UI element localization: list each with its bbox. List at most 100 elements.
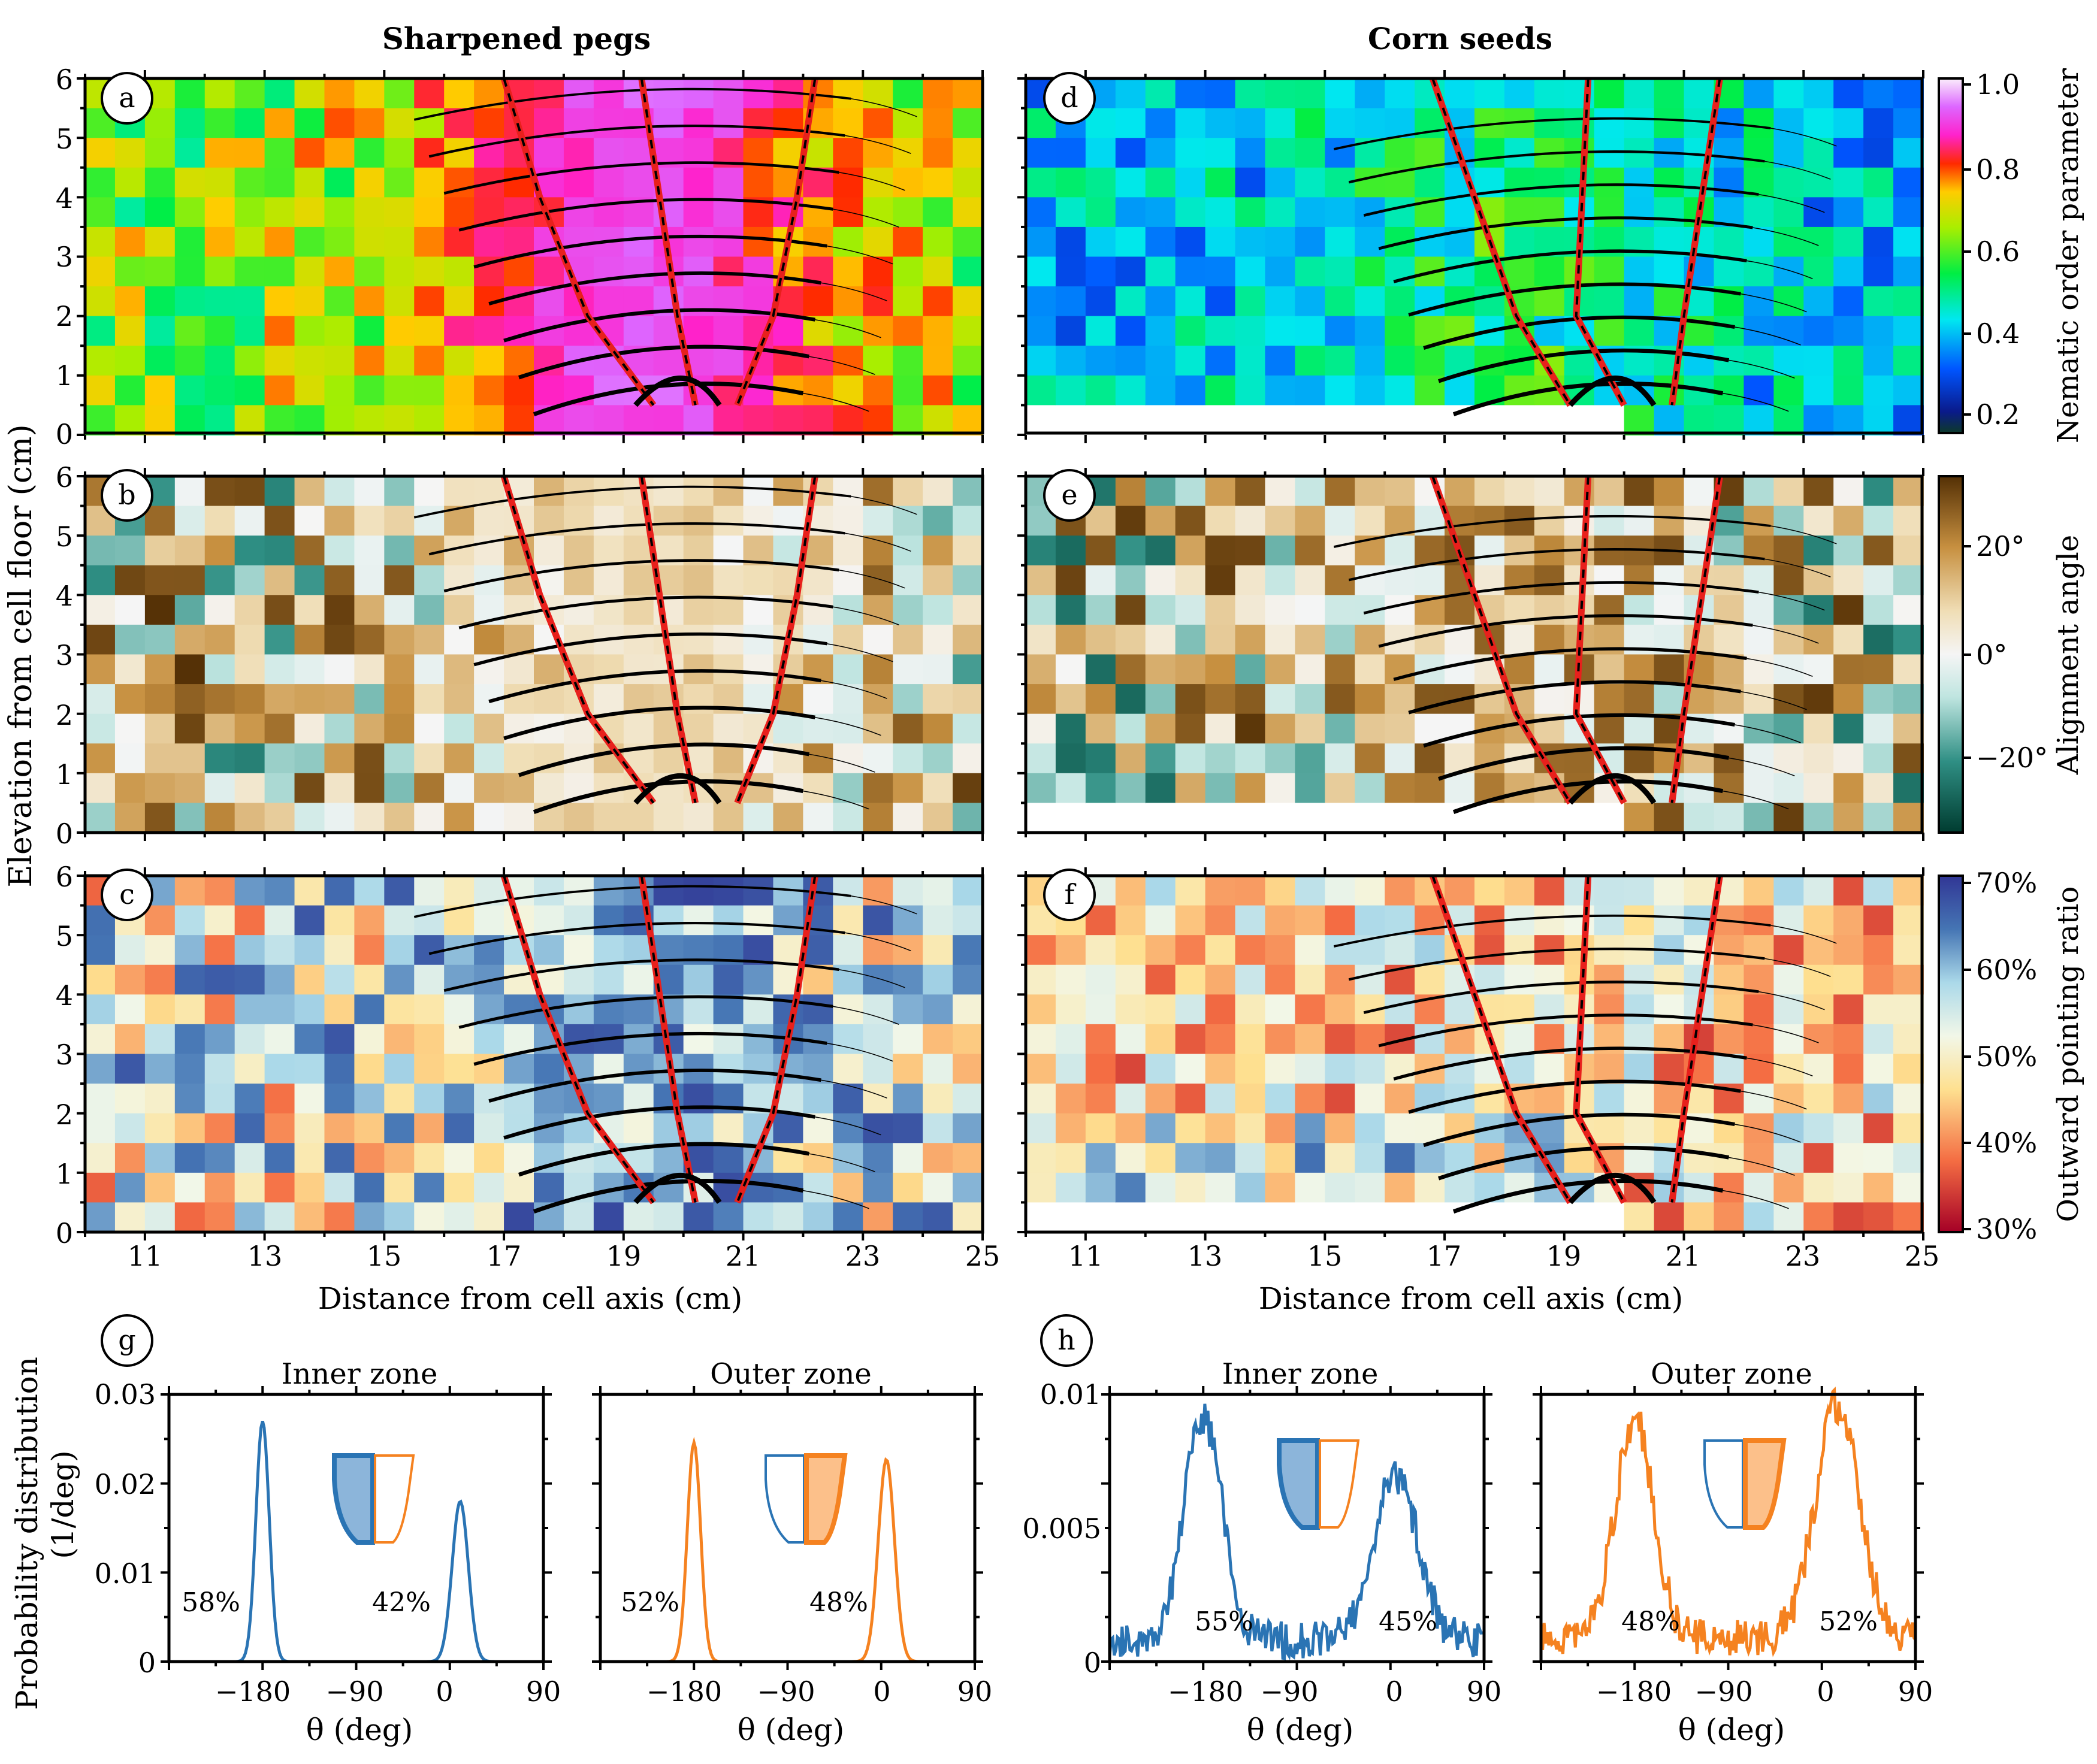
spreading-arc-tail <box>839 172 905 191</box>
heat-cell <box>1773 375 1805 406</box>
heat-cell <box>1594 994 1625 1025</box>
heat-cell <box>504 713 534 745</box>
heat-cell <box>803 1113 834 1144</box>
trajectory-dash <box>1431 875 1572 1203</box>
heat-cell <box>294 803 325 833</box>
heat-cell <box>1893 876 1924 906</box>
x-tick-label: −180 <box>1168 1675 1243 1708</box>
heat-cell <box>863 1024 894 1055</box>
heat-cell <box>294 375 325 406</box>
heat-cell <box>414 624 445 655</box>
heat-cell <box>833 346 864 376</box>
heat-cell <box>1325 476 1356 507</box>
heat-cell <box>1385 316 1416 347</box>
heat-cell <box>85 994 116 1025</box>
heat-cell <box>1504 535 1535 566</box>
heat-cell <box>324 405 355 435</box>
heat-cell-empty <box>1115 803 1146 833</box>
heat-cell <box>114 1054 146 1085</box>
heat-cell <box>294 1054 325 1085</box>
heat-cell <box>803 743 834 774</box>
heat-cell <box>923 226 954 258</box>
heat-cell <box>85 256 116 288</box>
heat-cell <box>653 876 684 906</box>
heat-cell <box>953 138 983 168</box>
heat-cell <box>1863 78 1894 109</box>
heat-cell <box>1295 1143 1326 1173</box>
heat-cell <box>1265 476 1296 507</box>
heat-cell <box>1504 226 1535 258</box>
heat-cell <box>1235 108 1266 139</box>
heat-cell <box>174 1172 206 1203</box>
heat-cell <box>1085 743 1116 774</box>
heatmap-ticks <box>77 70 1924 1240</box>
heat-cell <box>204 773 235 804</box>
heat-cell <box>474 316 505 347</box>
heat-cell <box>1534 476 1565 507</box>
heat-cell <box>743 405 774 435</box>
heat-cell <box>1355 476 1386 507</box>
heat-cell <box>953 743 983 774</box>
heat-cell <box>1893 803 1924 833</box>
heat-cell <box>863 197 894 228</box>
heat-cell <box>1833 108 1865 139</box>
heat-cell <box>1714 1202 1745 1233</box>
spreading-arc <box>533 1178 804 1214</box>
heat-cell <box>863 405 894 435</box>
heat-cell <box>593 1084 624 1114</box>
heat-cell <box>683 167 714 198</box>
heat-cell <box>1175 654 1206 685</box>
spreading-arc-tail <box>1758 193 1825 213</box>
heat-cell <box>234 935 265 966</box>
heat-cell <box>85 743 116 774</box>
heat-cell <box>204 964 235 996</box>
heat-cell <box>713 405 744 435</box>
heat-cell <box>773 138 804 168</box>
heat-cell <box>474 1172 505 1203</box>
colorbar-tick: 70% <box>1976 867 2037 899</box>
heat-cell <box>174 964 206 996</box>
heat-cell <box>1863 506 1894 537</box>
heat-cell <box>1624 1202 1655 1233</box>
colorbar-tick: 0.4 <box>1976 317 2020 350</box>
heat-cell <box>1833 405 1865 435</box>
heat-cell <box>1863 1054 1894 1085</box>
dist-g-outer: Outer zone 52% 48% <box>600 1357 975 1663</box>
heat-cell <box>893 964 924 996</box>
heat-cell <box>414 108 445 139</box>
heat-cell <box>1594 684 1625 715</box>
heat-cell <box>803 803 834 833</box>
heat-cell <box>1833 964 1865 996</box>
heat-cell <box>1744 108 1775 139</box>
heat-cell <box>743 876 774 906</box>
heat-cell <box>1115 684 1146 715</box>
heat-cell <box>414 476 445 507</box>
heat-cell <box>1205 565 1236 596</box>
heat-cell <box>1385 876 1416 906</box>
heat-cell <box>1803 964 1835 996</box>
heat-cell <box>114 256 146 288</box>
heat-cell <box>1624 654 1655 685</box>
heat-cell <box>1624 108 1655 139</box>
x-tick-label: 11 <box>128 1240 163 1272</box>
heat-cell <box>923 1113 954 1144</box>
heat-cell <box>1624 506 1655 537</box>
heat-cell <box>1803 138 1835 168</box>
heat-cell <box>474 1143 505 1173</box>
heat-cell <box>264 1024 295 1055</box>
heat-cell <box>1265 713 1296 745</box>
heat-cell <box>833 316 864 347</box>
spreading-arc-tail <box>1723 392 1789 412</box>
spreading-arc-tail <box>803 1190 869 1209</box>
heat-cell <box>384 535 415 566</box>
heat-cell <box>1055 994 1086 1025</box>
heat-cell <box>1145 375 1176 406</box>
heat-cell <box>354 286 385 317</box>
heat-cell <box>1235 535 1266 566</box>
heat-cell <box>1295 197 1326 228</box>
heat-cell <box>1773 138 1805 168</box>
heat-cell <box>414 256 445 288</box>
heat-cell <box>414 346 445 376</box>
heat-cell <box>1744 595 1775 625</box>
heat-cell <box>923 476 954 507</box>
